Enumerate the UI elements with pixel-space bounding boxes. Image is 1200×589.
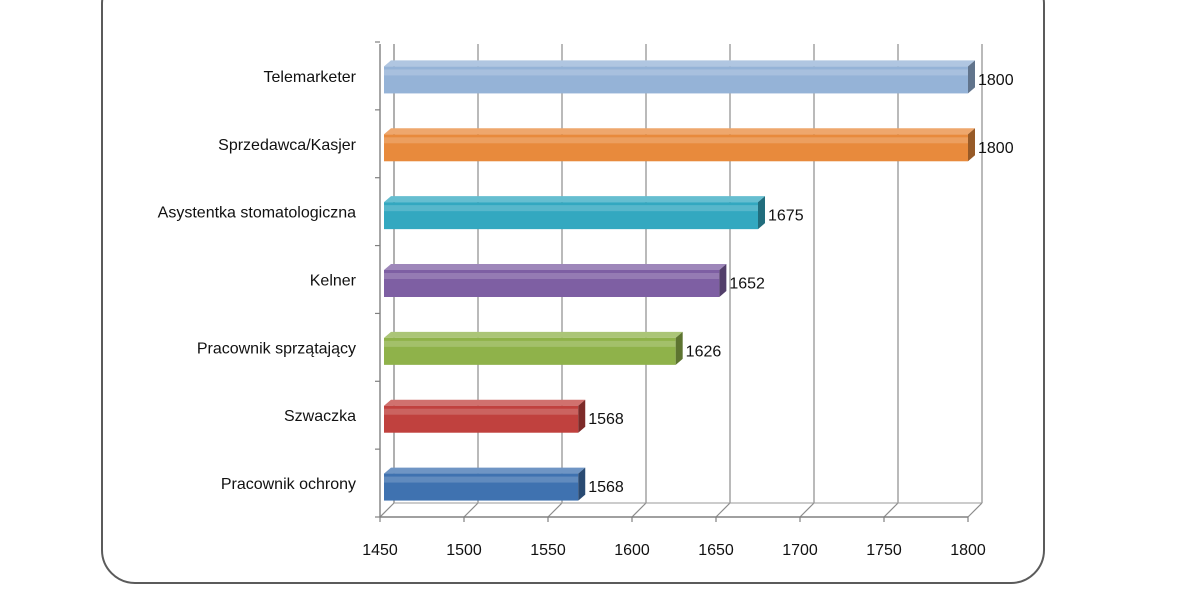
floor-gridline <box>379 502 395 518</box>
labels: 1450 1500 1550 1600 1650 1700 1750 1800 Telemark… <box>158 69 1014 559</box>
bar-end-face <box>578 467 586 501</box>
data-label: 1675 <box>768 208 804 225</box>
bar-top-face <box>384 467 586 474</box>
bar-top-face <box>384 128 975 135</box>
bar <box>384 128 975 162</box>
category-label: Telemarketer <box>264 69 357 86</box>
data-label: 1652 <box>729 276 765 293</box>
x-tick-label: 1700 <box>782 542 818 559</box>
data-label: 1626 <box>686 343 722 360</box>
bar-end-face <box>758 196 765 230</box>
bar-end-face <box>675 331 683 365</box>
bar-front-face <box>384 337 676 365</box>
category-label: Kelner <box>310 273 357 290</box>
bar <box>384 467 586 501</box>
bars <box>384 60 975 501</box>
bar-end-face <box>578 399 586 433</box>
bar <box>384 264 727 297</box>
bar-top-face <box>384 60 975 67</box>
bar <box>384 60 975 94</box>
bar <box>384 331 683 365</box>
x-tick-label: 1450 <box>362 542 398 559</box>
bar-front-face <box>384 66 968 94</box>
data-label: 1568 <box>588 411 624 428</box>
x-tick-label: 1750 <box>866 542 902 559</box>
bar-front-face <box>384 202 758 230</box>
bar-front-face <box>384 270 720 297</box>
bar-highlight <box>384 340 676 347</box>
bar-front-face <box>384 405 579 433</box>
bar-highlight <box>384 408 579 415</box>
floor-gridline <box>883 502 899 518</box>
bar-top-face <box>384 264 727 270</box>
data-label: 1800 <box>978 140 1014 157</box>
bar-highlight <box>384 205 758 212</box>
x-tick-label: 1600 <box>614 542 650 559</box>
bar <box>384 196 765 230</box>
x-tick-label: 1650 <box>698 542 734 559</box>
x-tick-label: 1500 <box>446 542 482 559</box>
bar <box>384 399 586 433</box>
category-label: Pracownik ochrony <box>221 476 356 493</box>
category-label: Szwaczka <box>284 408 356 425</box>
bar-top-face <box>384 196 765 203</box>
bar-end-face <box>719 264 727 297</box>
x-tick-label: 1550 <box>530 542 566 559</box>
floor-gridline <box>715 502 731 518</box>
bar-front-face <box>384 473 579 501</box>
data-label: 1800 <box>978 72 1014 89</box>
bar-end-face <box>968 60 975 94</box>
floor-gridline <box>463 502 479 518</box>
floor-gridline <box>547 502 563 518</box>
bar-highlight <box>384 137 968 144</box>
floor-gridline <box>631 502 647 518</box>
bar-top-face <box>384 399 586 406</box>
category-label: Pracownik sprzątający <box>197 340 356 357</box>
bar-top-face <box>384 331 683 338</box>
bar-highlight <box>384 476 579 483</box>
floor-gridline <box>967 502 983 518</box>
data-label: 1568 <box>588 479 624 496</box>
category-label: Asystentka stomatologiczna <box>158 205 356 222</box>
floor-gridline <box>799 502 815 518</box>
bar-front-face <box>384 134 968 162</box>
bar-highlight <box>384 69 968 76</box>
bar-highlight <box>384 273 720 279</box>
category-label: Sprzedawca/Kasjer <box>218 137 357 154</box>
x-tick-label: 1800 <box>950 542 986 559</box>
bar-end-face <box>968 128 975 162</box>
